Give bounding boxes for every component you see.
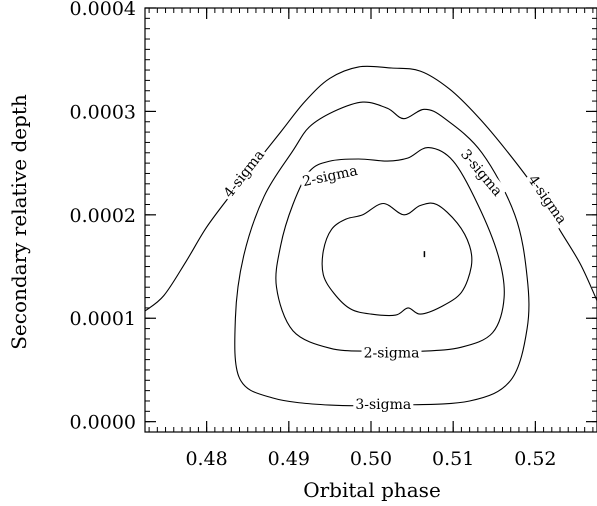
contour-label-group: 2-sigma xyxy=(362,344,422,361)
y-tick-label: 0.0003 xyxy=(70,101,136,123)
axes: 0.48 0.49 0.50 0.51 0.52 0.0000 0.0001 0.0002 0.… xyxy=(70,0,597,470)
contour-label-group: 2-sigma xyxy=(299,161,361,190)
x-tick-label: 0.49 xyxy=(268,448,310,470)
contour-label-group: 4-sigma xyxy=(219,145,269,203)
contour-label: 4-sigma xyxy=(524,172,569,227)
y-axis-label: Secondary relative depth xyxy=(7,94,31,350)
contour-label-group: 3-sigma xyxy=(353,396,413,413)
x-tick-label: 0.52 xyxy=(514,448,556,470)
contour-label: 2-sigma xyxy=(301,163,359,190)
contour-label: 4-sigma xyxy=(221,147,268,201)
contour-label: 3-sigma xyxy=(355,397,411,413)
contour-label-group: 4-sigma xyxy=(523,170,571,229)
x-axis-label: Orbital phase xyxy=(303,478,441,502)
x-tick-label: 0.50 xyxy=(350,448,392,470)
contour-label: 3-sigma xyxy=(457,146,505,199)
plot-frame xyxy=(145,8,597,432)
x-tick-label: 0.48 xyxy=(185,448,227,470)
y-tick-label: 0.0002 xyxy=(70,205,136,227)
y-tick-label: 0.0004 xyxy=(70,0,136,20)
contour-1-sigma xyxy=(322,203,472,315)
y-tick-label: 0.0000 xyxy=(70,412,136,434)
contour-labels: 2-sigma 2-sigma 3-sigma 3-sigma 4-sigma 4-sig… xyxy=(219,144,572,413)
x-tick-label: 0.51 xyxy=(432,448,474,470)
y-tick-label: 0.0001 xyxy=(70,308,136,330)
contour-label: 2-sigma xyxy=(364,345,420,361)
